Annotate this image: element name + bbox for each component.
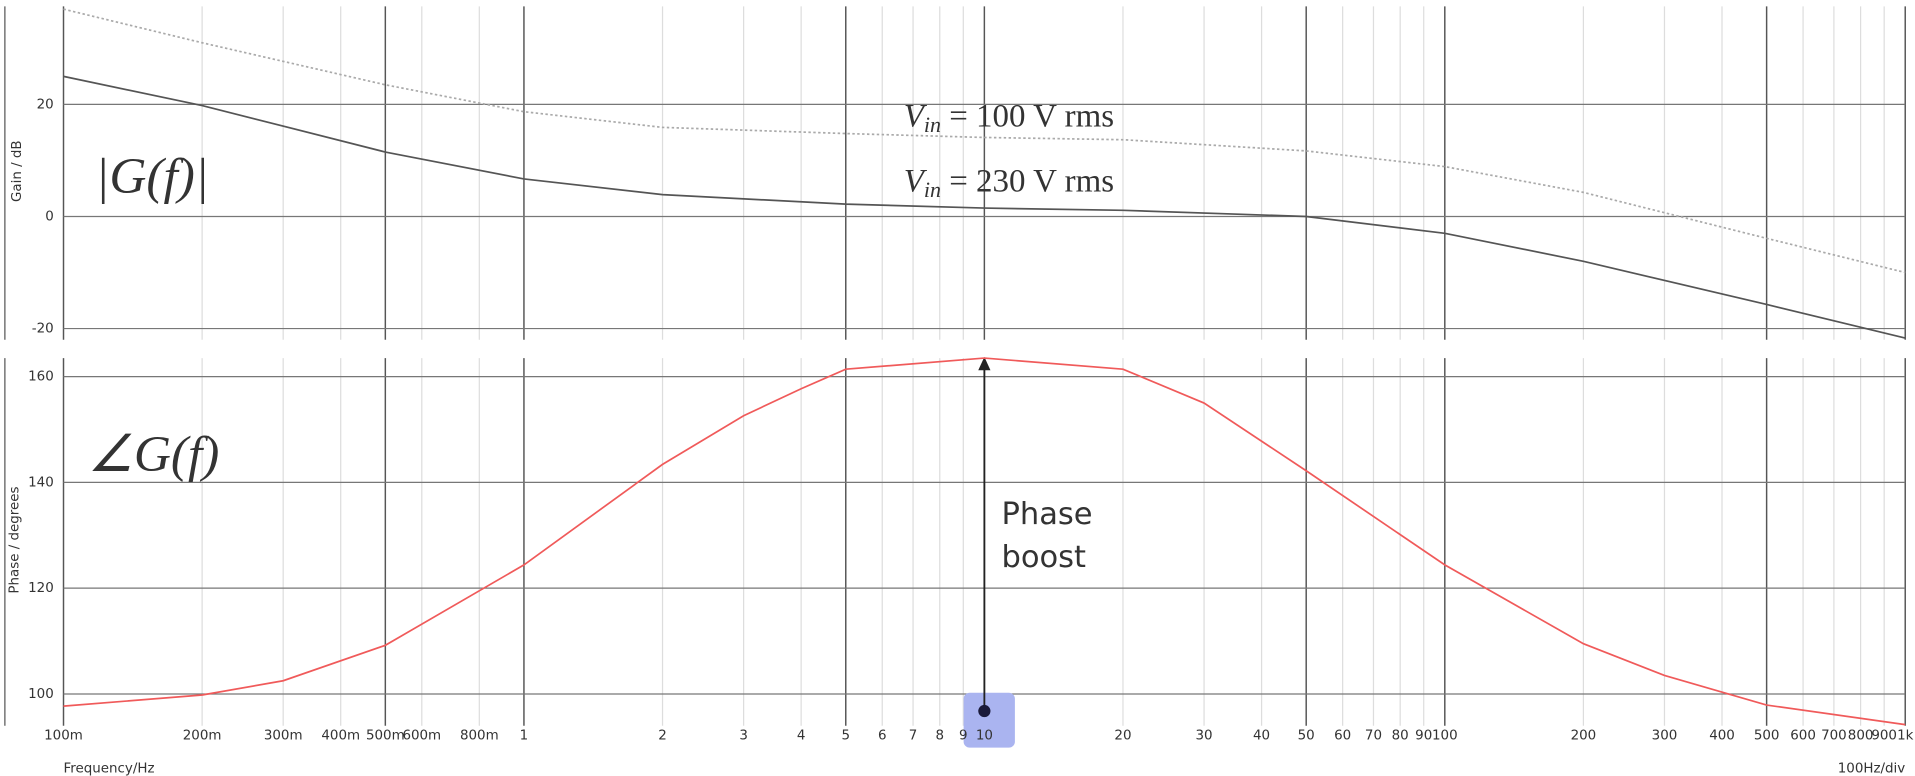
y-tick-label: 160	[28, 370, 54, 385]
x-tick-label: 60	[1334, 728, 1351, 743]
y-tick-label: 0	[45, 209, 54, 224]
marker-dot	[978, 704, 991, 718]
y-tick-label: 20	[37, 97, 54, 112]
x-tick-label: 500	[1754, 728, 1780, 743]
x-tick-label: 100m	[44, 728, 83, 743]
subscript: in	[924, 112, 941, 137]
x-tick-label: 800	[1848, 728, 1874, 743]
x-tick-label: 200	[1571, 728, 1597, 743]
symbol: V	[904, 98, 928, 134]
subscript: in	[924, 177, 941, 202]
x-tick-label: 50	[1298, 728, 1315, 743]
series-line	[63, 75, 1906, 339]
y-axis-label: Gain / dB	[10, 140, 25, 202]
x-tick-label: 100	[1432, 728, 1458, 743]
x-tick-label: 900	[1871, 728, 1897, 743]
x-tick-label: 400m	[321, 728, 360, 743]
x-tick-label: 90	[1415, 728, 1432, 743]
y-tick-label: -20	[32, 322, 54, 337]
x-tick-label: 800m	[460, 728, 499, 743]
x-tick-label: 3	[739, 728, 748, 743]
x-tick-label: 300	[1652, 728, 1678, 743]
x-tick-label: 6	[878, 728, 887, 743]
marker-highlight	[963, 692, 1015, 748]
y-tick-label: 140	[28, 475, 54, 490]
x-tick-label: 20	[1114, 728, 1131, 743]
y-tick-label: 120	[28, 581, 54, 596]
symbol: V	[904, 163, 928, 199]
x-tick-label: 600m	[402, 728, 441, 743]
x-tick-label: 8	[935, 728, 944, 743]
series-line	[63, 357, 1906, 726]
vin-230-label: Vin = 230 V rms	[904, 163, 1114, 202]
x-tick-label: 1k	[1897, 728, 1914, 743]
x-tick-label: 9	[959, 728, 968, 743]
arrow-head	[978, 356, 991, 371]
x-tick-label: 7	[909, 728, 918, 743]
x-tick-label: 200m	[183, 728, 222, 743]
x-tick-label: 400	[1709, 728, 1735, 743]
x-tick-label: 30	[1196, 728, 1213, 743]
text: = 100 V rms	[941, 98, 1114, 134]
magnitude-label: |G(f)|	[95, 148, 209, 205]
x-tick-label: 4	[797, 728, 806, 743]
x-tick-label: 300m	[264, 728, 303, 743]
vin-100-label: Vin = 100 V rms	[904, 98, 1114, 137]
x-tick-label: 1	[520, 728, 529, 743]
y-tick-label: 100	[28, 687, 54, 702]
series-line	[63, 8, 1906, 274]
x-tick-label: 2	[658, 728, 667, 743]
x-scale-note: 100Hz/div	[1838, 761, 1906, 776]
boost-label: Phase	[1001, 497, 1092, 532]
phase-label: ∠G(f)	[88, 426, 219, 483]
x-tick-label: 40	[1253, 728, 1270, 743]
text: = 230 V rms	[941, 163, 1114, 199]
boost-label: boost	[1001, 540, 1086, 575]
x-tick-label: 80	[1392, 728, 1409, 743]
x-tick-label: 600	[1790, 728, 1816, 743]
x-tick-label: 700	[1821, 728, 1847, 743]
x-tick-label: 10	[976, 728, 993, 743]
x-tick-label: 500m	[366, 728, 405, 743]
x-axis-label: Frequency/Hz	[64, 761, 155, 776]
x-tick-label: 5	[841, 728, 850, 743]
x-tick-label: 70	[1365, 728, 1382, 743]
y-axis-label: Phase / degrees	[8, 486, 23, 593]
